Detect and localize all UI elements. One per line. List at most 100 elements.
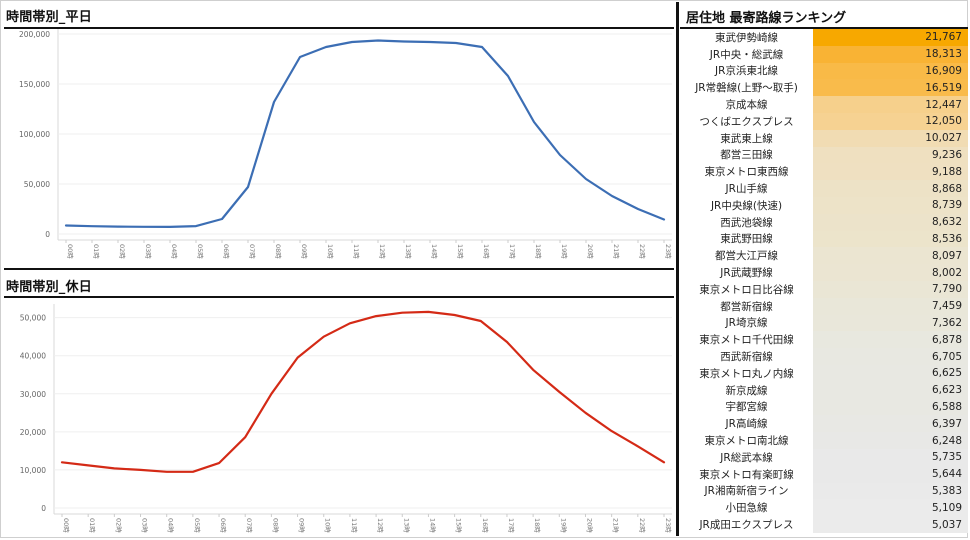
ranking-value: 6,878 xyxy=(813,331,968,349)
ranking-line-name: 東武野田線 xyxy=(680,230,813,248)
ranking-value: 8,097 xyxy=(813,247,968,265)
ranking-row: 都営大江戸線 8,097 xyxy=(680,247,968,265)
ranking-line-name: 東京メトロ有楽町線 xyxy=(680,465,813,483)
ranking-value: 8,868 xyxy=(813,180,968,197)
ranking-row: 東京メトロ丸ノ内線 6,625 xyxy=(680,364,968,382)
x-tick-label: 14時 xyxy=(428,518,436,533)
x-tick-label: 20時 xyxy=(586,244,594,259)
ranking-value: 6,705 xyxy=(813,348,968,365)
ranking-row: JR埼京線 7,362 xyxy=(680,314,968,332)
ranking-line-name: 都営大江戸線 xyxy=(680,247,813,265)
x-tick-label: 00時 xyxy=(66,244,74,259)
ranking-value: 5,109 xyxy=(813,499,968,517)
ranking-value: 6,623 xyxy=(813,381,968,399)
holiday-chart-title: 時間帯別_休日 xyxy=(6,280,92,295)
y-tick-label: 10,000 xyxy=(20,466,46,475)
ranking-line-name: 西武新宿線 xyxy=(680,348,813,365)
ranking-line-name: 新京成線 xyxy=(680,381,813,399)
ranking-line-name: 東京メトロ南北線 xyxy=(680,432,813,449)
x-tick-label: 21時 xyxy=(612,518,620,533)
ranking-row: JR中央・総武線 18,313 xyxy=(680,45,968,63)
ranking-row: JR成田エクスプレス 5,037 xyxy=(680,516,968,533)
ranking-row: JR山手線 8,868 xyxy=(680,180,968,197)
weekday-chart-title: 時間帯別_平日 xyxy=(6,10,92,25)
ranking-line-name: JR埼京線 xyxy=(680,314,813,332)
x-tick-label: 09時 xyxy=(298,518,306,533)
x-tick-label: 04時 xyxy=(170,244,178,259)
ranking-value: 9,236 xyxy=(813,146,968,164)
ranking-line-name: JR常磐線(上野～取手) xyxy=(680,79,813,97)
ranking-row: 東武東上線 10,027 xyxy=(680,129,968,147)
ranking-row: つくばエクスプレス 12,050 xyxy=(680,112,968,130)
x-tick-label: 19時 xyxy=(560,244,568,259)
x-tick-label: 12時 xyxy=(378,244,386,259)
ranking-value: 12,447 xyxy=(813,96,968,113)
x-tick-label: 06時 xyxy=(219,518,227,533)
weekday-title-divider xyxy=(4,27,674,29)
ranking-line-name: JR京浜東北線 xyxy=(680,62,813,80)
x-tick-label: 16時 xyxy=(482,244,490,259)
x-tick-label: 17時 xyxy=(507,518,515,533)
ranking-line-name: 東武東上線 xyxy=(680,129,813,147)
ranking-line-name: 宇都宮線 xyxy=(680,398,813,416)
ranking-value: 6,397 xyxy=(813,415,968,433)
x-tick-label: 01時 xyxy=(92,244,100,259)
ranking-title-divider xyxy=(680,27,968,29)
ranking-row: 東京メトロ有楽町線 5,644 xyxy=(680,465,968,483)
y-tick-label: 40,000 xyxy=(20,352,46,361)
ranking-row: 東京メトロ東西線 9,188 xyxy=(680,163,968,181)
x-tick-label: 22時 xyxy=(638,518,646,533)
ranking-row: 西武池袋線 8,632 xyxy=(680,213,968,231)
ranking-line-name: 小田急線 xyxy=(680,499,813,517)
ranking-row: 東京メトロ南北線 6,248 xyxy=(680,432,968,449)
x-tick-label: 08時 xyxy=(271,518,279,533)
x-tick-label: 22時 xyxy=(638,244,646,259)
ranking-line-name: JR高崎線 xyxy=(680,415,813,433)
ranking-row: JR中央線(快速) 8,739 xyxy=(680,196,968,214)
x-tick-label: 11時 xyxy=(350,518,358,533)
x-tick-label: 06時 xyxy=(222,244,230,259)
ranking-line-name: 東京メトロ東西線 xyxy=(680,163,813,181)
x-tick-label: 15時 xyxy=(455,518,463,533)
ranking-line-name: JR山手線 xyxy=(680,180,813,197)
ranking-line-name: JR武蔵野線 xyxy=(680,264,813,281)
panel-divider xyxy=(4,268,674,270)
x-tick-label: 05時 xyxy=(196,244,204,259)
ranking-line-name: JR湘南新宿ライン xyxy=(680,482,813,500)
series-line xyxy=(60,310,666,473)
ranking-value: 10,027 xyxy=(813,129,968,147)
x-tick-label: 03時 xyxy=(141,518,149,533)
x-tick-label: 18時 xyxy=(534,244,542,259)
ranking-value: 7,362 xyxy=(813,314,968,332)
x-tick-label: 20時 xyxy=(585,518,593,533)
ranking-value: 5,037 xyxy=(813,516,968,533)
ranking-value: 5,383 xyxy=(813,482,968,500)
x-tick-label: 14時 xyxy=(430,244,438,259)
ranking-row: JR武蔵野線 8,002 xyxy=(680,264,968,281)
x-tick-label: 15時 xyxy=(456,244,464,259)
ranking-row: 都営三田線 9,236 xyxy=(680,146,968,164)
ranking-row: 都営新宿線 7,459 xyxy=(680,297,968,315)
ranking-row: 小田急線 5,109 xyxy=(680,499,968,517)
ranking-row: 西武新宿線 6,705 xyxy=(680,348,968,365)
ranking-value: 8,632 xyxy=(813,213,968,231)
ranking-line-name: 都営新宿線 xyxy=(680,297,813,315)
ranking-row: JR湘南新宿ライン 5,383 xyxy=(680,482,968,500)
holiday-line-chart: 0 10,000 20,000 30,000 40,000 50,000 00時 01時 02時… xyxy=(20,304,672,533)
ranking-value: 9,188 xyxy=(813,163,968,181)
x-tick-label: 13時 xyxy=(402,518,410,533)
x-tick-label: 02時 xyxy=(114,518,122,533)
ranking-value: 8,536 xyxy=(813,230,968,248)
x-tick-label: 07時 xyxy=(245,518,253,533)
x-tick-label: 23時 xyxy=(664,244,672,259)
ranking-value: 12,050 xyxy=(813,112,968,130)
x-tick-label: 05時 xyxy=(193,518,201,533)
ranking-line-name: JR中央線(快速) xyxy=(680,196,813,214)
y-tick-label: 30,000 xyxy=(20,390,46,399)
ranking-value: 6,625 xyxy=(813,364,968,382)
ranking-row: 東武野田線 8,536 xyxy=(680,230,968,248)
y-tick-label: 50,000 xyxy=(20,314,46,323)
y-tick-label: 100,000 xyxy=(19,130,50,139)
ranking-row: JR京浜東北線 16,909 xyxy=(680,62,968,80)
ranking-line-name: 東武伊勢崎線 xyxy=(680,29,813,46)
